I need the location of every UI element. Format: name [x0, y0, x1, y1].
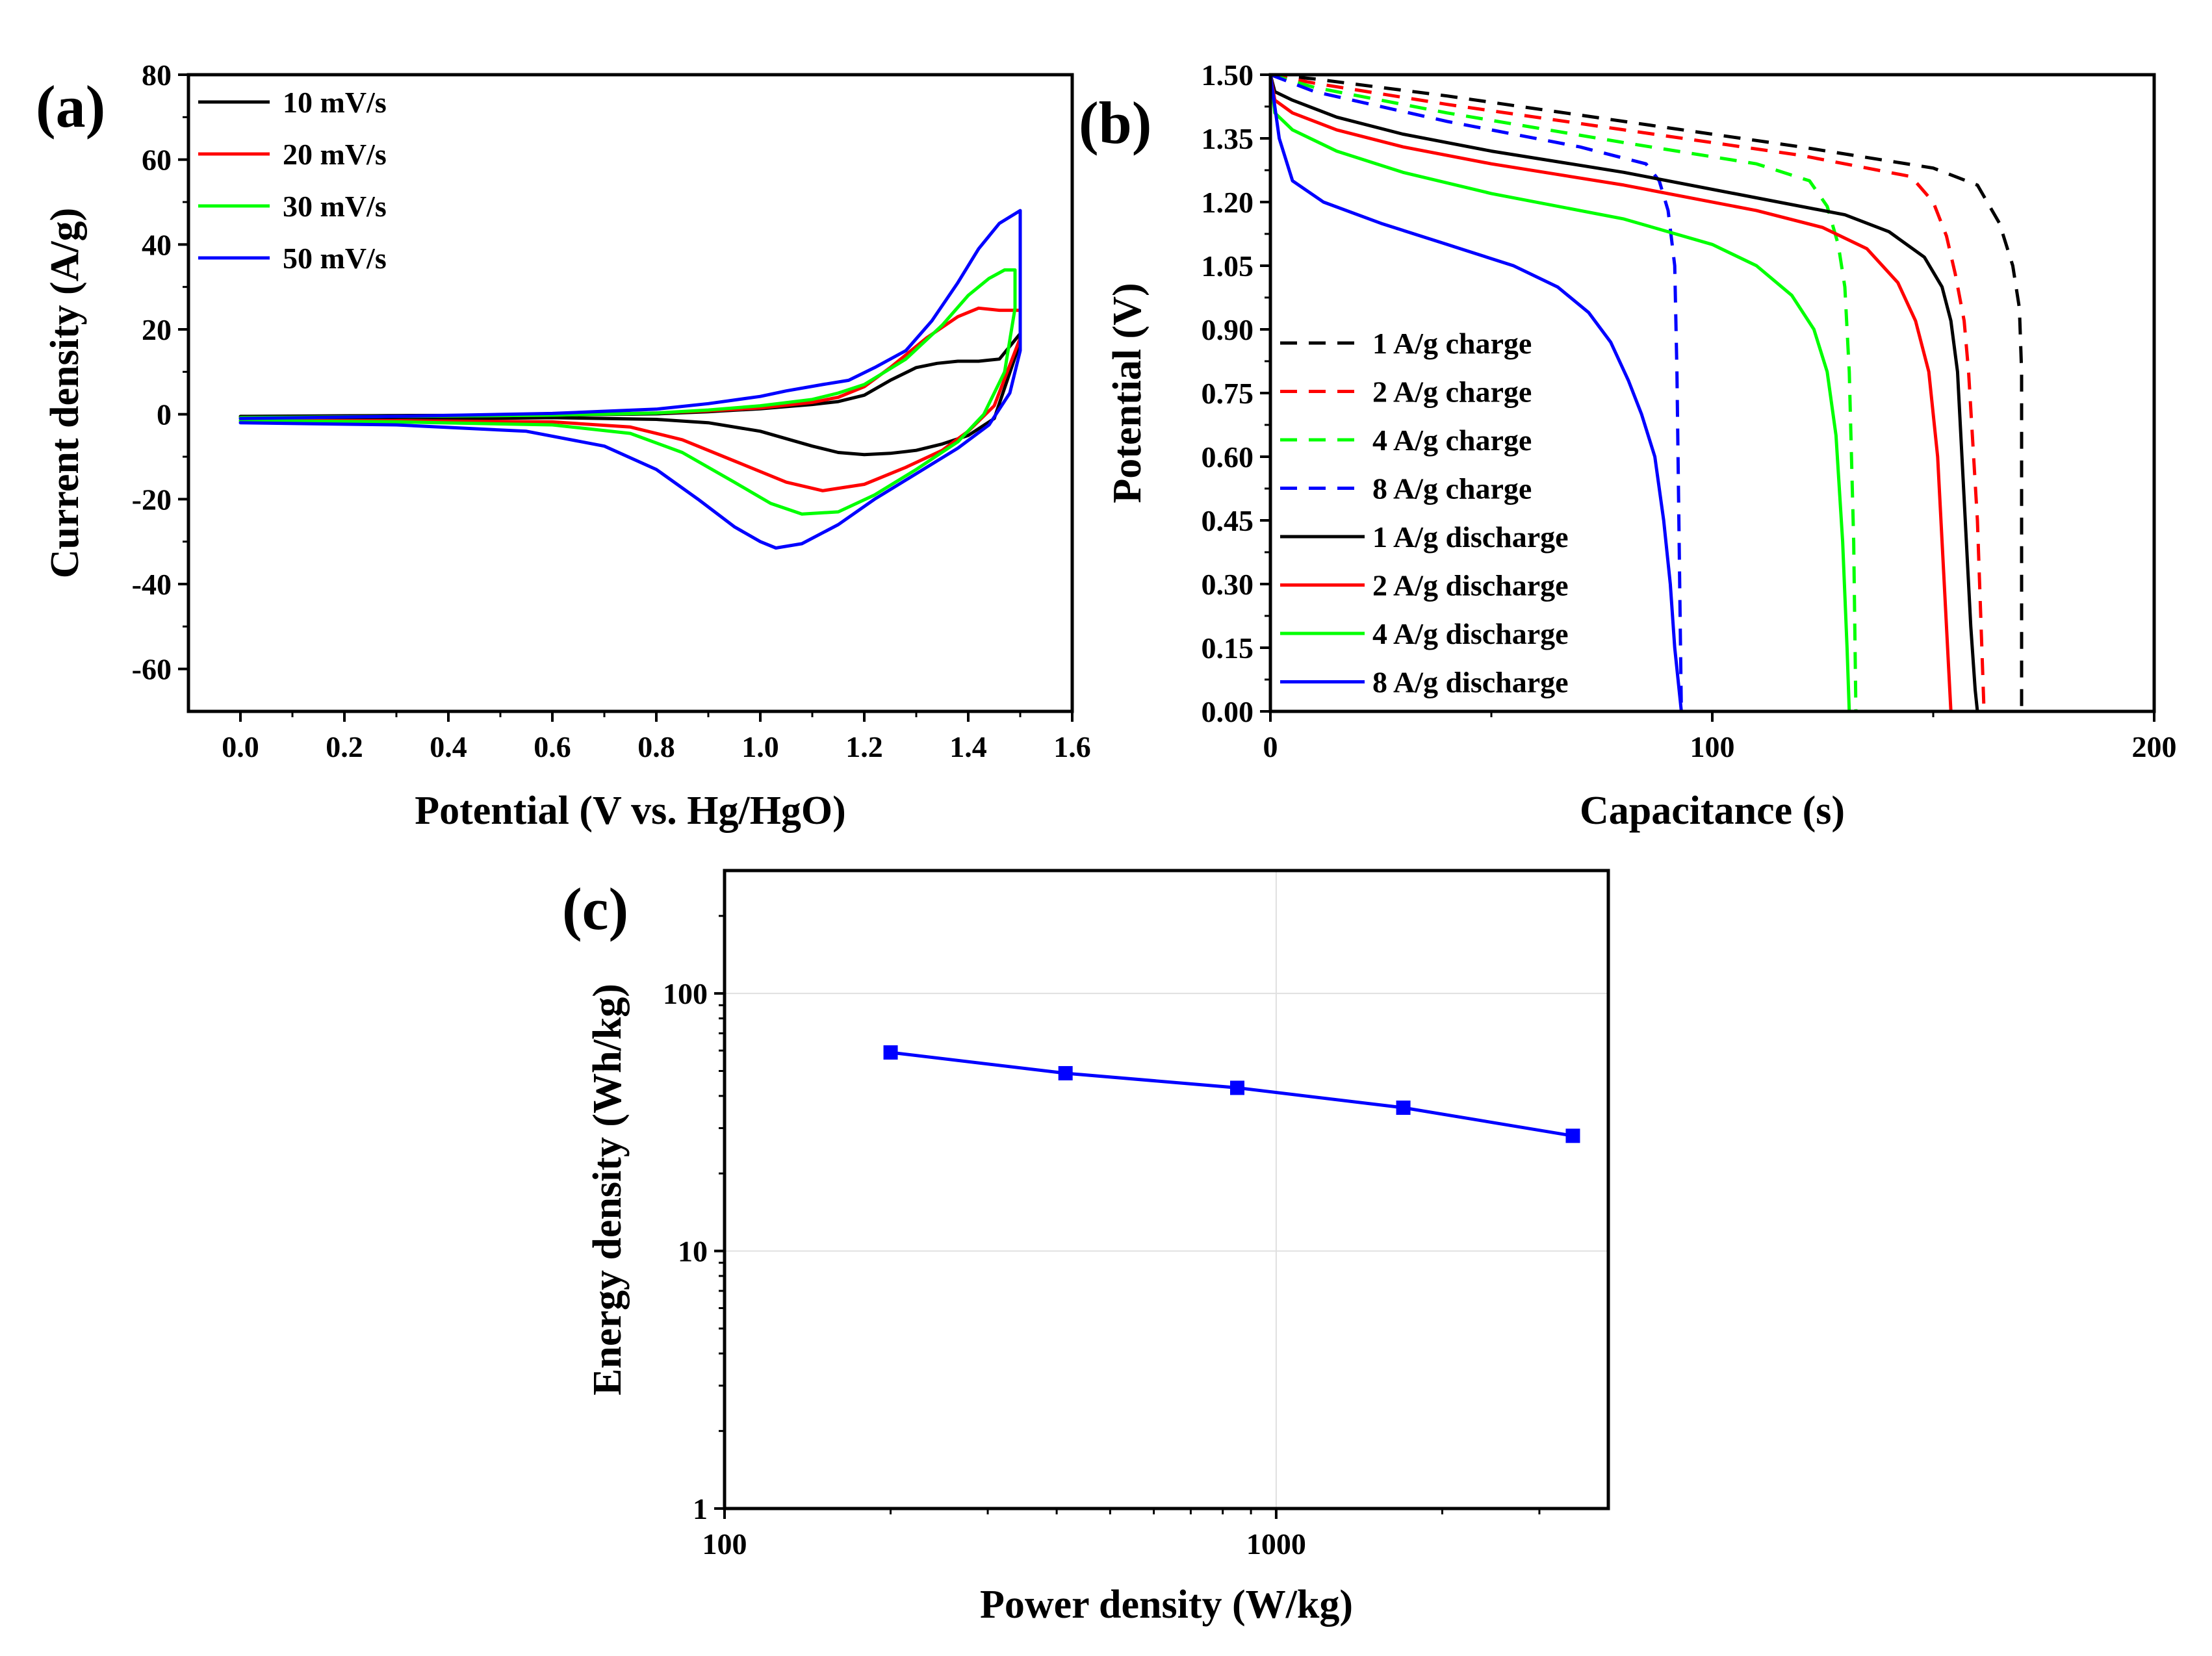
- panel-a-ytick-label: 0: [157, 398, 172, 431]
- panel-a-label: (a): [36, 73, 105, 140]
- panel-b-ytick-label: 0.15: [1202, 631, 1254, 665]
- panel-a-ytick-label: 20: [142, 313, 172, 346]
- panel-a-ylabel: Current density (A/g): [43, 208, 87, 579]
- panel-b-series-3: [1270, 75, 1683, 711]
- panel-a-legend-label: 10 mV/s: [283, 86, 387, 119]
- panel-a-ytick-label: -60: [132, 653, 172, 686]
- panel-b-legend-label: 4 A/g charge: [1372, 424, 1532, 457]
- panel-b-series-4: [1270, 75, 1979, 711]
- panel-c-point: [1396, 1101, 1411, 1115]
- panel-a-ticks: 0.0 0.2 0.4 0.6 0.8 1.0 1.2 1.4 1.6 -60 -40 -20 0 20 4…: [132, 58, 1091, 763]
- panel-c-point: [883, 1045, 898, 1060]
- panel-b-label: (b): [1079, 90, 1151, 156]
- panel-c-chart: 100 1000 1 10 100 Power density (W/kg) Energy …: [562, 869, 1610, 1627]
- panel-a-legend-label: 30 mV/s: [283, 190, 387, 223]
- panel-a-frame: [186, 73, 1074, 713]
- panel-b-series-5: [1270, 75, 1953, 711]
- panel-c-point: [1565, 1128, 1580, 1143]
- panel-b-series-6: [1270, 75, 1851, 711]
- panel-a-chart: 0.0 0.2 0.4 0.6 0.8 1.0 1.2 1.4 1.6 -60 -40 -20 0 20 4…: [36, 58, 1091, 833]
- panel-b-legend-label: 4 A/g discharge: [1372, 617, 1569, 650]
- panel-a-series-2: [238, 268, 1017, 516]
- panel-c-ytick-label: 10: [678, 1235, 708, 1268]
- panel-b-series-7: [1270, 75, 1683, 711]
- panel-b-chart: 0 100 200 0.00 0.15 0.30 0.45 0.60 0.75 0.90 1.05 1…: [1079, 58, 2177, 833]
- panel-a-xlabel: Potential (V vs. Hg/HgO): [415, 789, 846, 833]
- panel-a-ytick-label: 80: [142, 58, 172, 92]
- panel-c-frame: [723, 869, 1610, 1510]
- panel-b-legend: 1 A/g charge 2 A/g charge 4 A/g charge 8 A/…: [1280, 327, 1569, 699]
- panel-b-legend-label: 8 A/g charge: [1372, 472, 1532, 505]
- panel-c-point: [1229, 1080, 1244, 1095]
- panel-a-legend-label: 50 mV/s: [283, 242, 387, 275]
- panel-b-xtick-label: 0: [1263, 730, 1278, 763]
- panel-a-ytick-label: 60: [142, 144, 172, 177]
- panel-a-ytick-label: -40: [132, 568, 172, 601]
- panel-b-ticks: 0 100 200 0.00 0.15 0.30 0.45 0.60 0.75 0.90 1.05 1…: [1202, 58, 2177, 763]
- panel-b-ytick-label: 0.90: [1202, 313, 1254, 346]
- panel-b-series-1: [1270, 75, 1986, 711]
- panel-a-xtick-label: 1.0: [741, 730, 779, 763]
- panel-c-ytick-label: 1: [693, 1492, 708, 1525]
- panel-a-legend: 10 mV/s 20 mV/s 30 mV/s 50 mV/s: [198, 86, 387, 275]
- panel-a-series-group: [238, 209, 1022, 550]
- panel-c-label: (c): [562, 876, 628, 942]
- panel-c-point: [1058, 1065, 1073, 1080]
- panel-b-legend-label: 2 A/g discharge: [1372, 569, 1569, 602]
- panel-a-ytick-label: -20: [132, 483, 172, 516]
- panel-a-xtick-label: 0.4: [430, 730, 467, 763]
- panel-a-xtick-label: 0.0: [222, 730, 259, 763]
- panel-b-ytick-label: 1.35: [1202, 122, 1254, 155]
- panel-b-ytick-label: 1.05: [1202, 249, 1254, 283]
- panel-b-legend-label: 2 A/g charge: [1372, 376, 1532, 409]
- panel-c-xlabel: Power density (W/kg): [980, 1583, 1353, 1627]
- panel-b-frame: [1268, 73, 2156, 713]
- panel-a-xtick-label: 1.4: [949, 730, 987, 763]
- panel-c-xtick-label: 1000: [1246, 1527, 1306, 1560]
- panel-a-xtick-label: 0.2: [326, 730, 363, 763]
- panel-a-xtick-label: 1.2: [845, 730, 883, 763]
- panel-b-xtick-label: 200: [2132, 730, 2177, 763]
- panel-b-ytick-label: 0.75: [1202, 377, 1254, 410]
- panel-c-series-group: [883, 1045, 1580, 1143]
- panel-b-legend-label: 1 A/g charge: [1372, 327, 1532, 360]
- panel-c-ticks: 100 1000 1 10 100: [663, 915, 1541, 1560]
- panel-a-legend-label: 20 mV/s: [283, 138, 387, 171]
- panel-b-ytick-label: 0.00: [1202, 695, 1254, 728]
- panel-a-ytick-label: 40: [142, 228, 172, 261]
- panel-b-ytick-label: 1.20: [1202, 186, 1254, 219]
- panel-b-legend-label: 1 A/g discharge: [1372, 520, 1569, 554]
- panel-b-series-group: [1270, 75, 2024, 711]
- panel-c-ylabel: Energy density (Wh/kg): [585, 984, 630, 1395]
- panel-a-xtick-label: 0.8: [637, 730, 675, 763]
- panel-b-ylabel: Potential (V): [1105, 283, 1150, 503]
- panel-b-series-2: [1270, 75, 1858, 711]
- panel-b-series-0: [1270, 75, 2024, 711]
- panel-c-xtick-label: 100: [702, 1527, 747, 1560]
- panel-b-xtick-label: 100: [1690, 730, 1735, 763]
- panel-b-ytick-label: 0.30: [1202, 568, 1254, 601]
- panel-b-xlabel: Capacitance (s): [1580, 789, 1845, 833]
- panel-b-ytick-label: 1.50: [1202, 58, 1254, 92]
- panel-a-xtick-label: 0.6: [534, 730, 571, 763]
- panel-a-xtick-label: 1.6: [1053, 730, 1091, 763]
- panel-b-legend-label: 8 A/g discharge: [1372, 666, 1569, 699]
- panel-c-ytick-label: 100: [663, 977, 708, 1010]
- panel-b-ytick-label: 0.45: [1202, 504, 1254, 537]
- panel-b-ytick-label: 0.60: [1202, 440, 1254, 474]
- panel-a-series-3: [238, 209, 1022, 550]
